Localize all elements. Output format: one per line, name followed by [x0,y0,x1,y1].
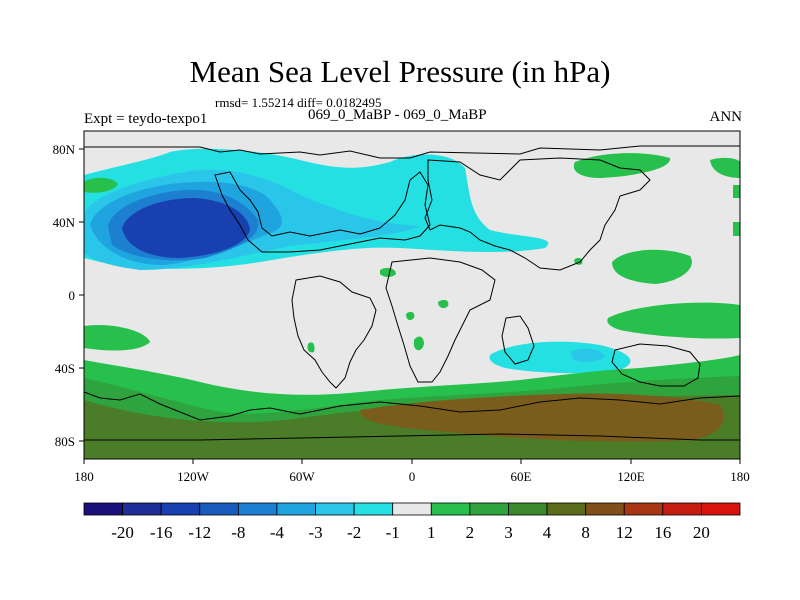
field-pos2-patch [733,185,740,198]
colorbar-swatch [392,502,432,516]
colorbar-label: -8 [231,523,245,542]
colorbar-swatch [701,502,741,516]
coastline-north-polar [84,145,740,159]
pressure-field [84,131,740,459]
y-tick-label: 40N [53,215,76,230]
colorbar-swatch [662,502,702,516]
coastline-eurasia [424,157,651,271]
y-tick-label: 80N [53,142,76,157]
y-tick-label: 40S [55,361,75,376]
x-tick-label: 120W [177,469,210,484]
colorbar-swatch [353,502,394,516]
colorbar-label: -12 [188,523,211,542]
colorbar-swatch [430,502,471,516]
season-label: ANN [709,109,743,125]
field-pos8-south [360,393,724,442]
colorbar-swatch [237,502,278,516]
coastlines [84,145,740,441]
field-pos2-patch [612,249,692,284]
x-tick-label: 180 [730,469,750,484]
coastline-antarctica-south [84,433,740,441]
colorbar-label: 16 [654,523,671,542]
colorbar-label: -3 [308,523,322,542]
x-tick-label: 0 [409,469,416,484]
field-neg1-south [489,341,631,374]
coastline-india [501,315,535,365]
coastline-north-america [214,171,431,253]
coastline-south-america [291,275,377,389]
axis-ticks [79,148,741,464]
field-pos2-patch [84,324,150,351]
field-neg2-south [570,348,605,363]
colorbar-swatch [122,502,162,516]
colorbar-label: 2 [466,523,475,542]
coastline-antarctica [84,391,740,421]
colorbar-label: 1 [427,523,436,542]
colorbar-swatch [585,502,625,516]
field-pos2-patch [84,177,118,193]
field-neg8-north [122,198,250,258]
field-pos2-patch [380,267,396,277]
field-pos2-patch [573,153,671,178]
field-pos2-patch [607,302,740,339]
coastline-australia [611,343,701,387]
colorbar-swatch [160,502,201,516]
colorbar-label: 8 [581,523,590,542]
colorbar-label: 20 [693,523,710,542]
colorbar-label: 4 [543,523,552,542]
x-tick-label: 60E [511,469,532,484]
experiment-label: Expt = teydo-texpo1 [84,111,208,127]
colorbar-label: 3 [504,523,513,542]
colorbar-label: -2 [347,523,361,542]
colorbar-label: 12 [616,523,633,542]
colorbar-label: -16 [150,523,173,542]
coastline-africa [385,257,496,383]
field-pos2-patch [406,311,415,321]
colorbar-swatch [546,502,587,516]
x-tick-label: 180 [74,469,94,484]
field-pos2-patch [414,336,424,351]
colorbar-swatch [276,502,316,516]
x-tick-label: 60W [289,469,315,484]
colorbar-label: -1 [386,523,400,542]
colorbar-swatch [83,502,123,516]
field-pos2-patch [733,222,740,236]
colorbar [83,502,741,516]
field-pos2-patch [438,299,449,309]
colorbar-labels: -20 -16 -12 -8 -4 -3 -2 -1 1 2 3 4 8 12 16 20 [111,523,710,542]
comparison-label: 069_0_MaBP - 069_0_MaBP [308,107,487,123]
colorbar-swatch [508,502,548,516]
colorbar-swatch [315,502,355,516]
y-tick-label: 0 [69,288,76,303]
chart-subtitle: rmsd= 1.55214 diff= 0.0182495 [215,95,382,110]
y-tick-label: 80S [55,434,75,449]
chart-title: Mean Sea Level Pressure (in hPa) [189,54,611,89]
field-pos2-patch [710,157,740,178]
colorbar-label: -20 [111,523,134,542]
colorbar-swatch [469,502,509,516]
colorbar-label: -4 [270,523,285,542]
x-tick-label: 120E [617,469,645,484]
colorbar-swatch [199,502,239,516]
field-pos2-patch [307,342,315,353]
colorbar-swatch [623,502,664,516]
